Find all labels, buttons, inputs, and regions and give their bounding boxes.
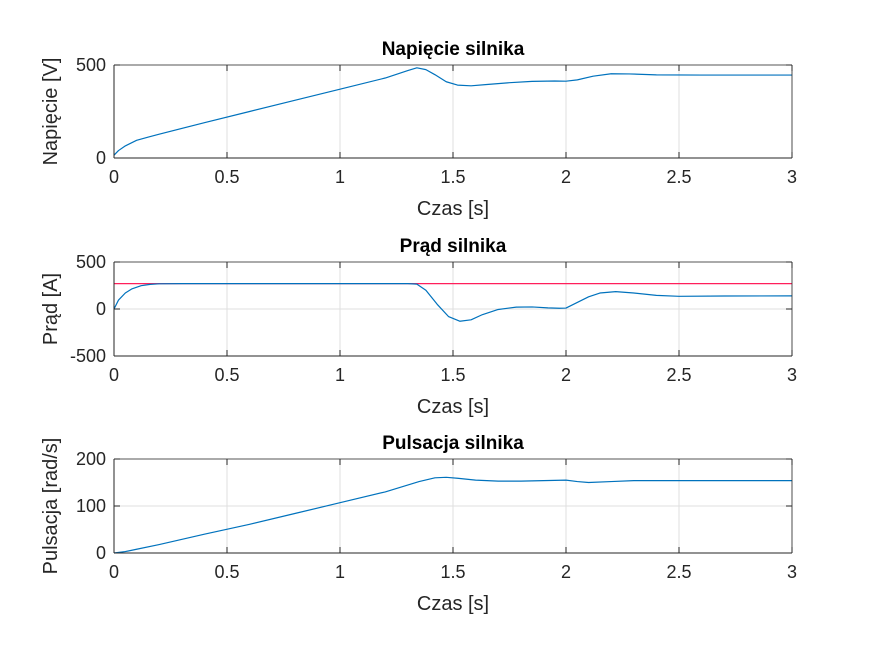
x-tick-label: 2.5 (666, 167, 691, 187)
chart-title: Napięcie silnika (382, 39, 525, 60)
x-tick-label: 1.5 (440, 562, 465, 582)
x-tick-label: 3 (787, 365, 797, 385)
x-tick-label: 0 (109, 562, 119, 582)
x-tick-label: 0.5 (214, 562, 239, 582)
x-tick-label: 1.5 (440, 365, 465, 385)
chart-title: Prąd silnika (400, 236, 507, 257)
x-axis-label: Czas [s] (417, 396, 489, 418)
x-tick-label: 2 (561, 167, 571, 187)
x-tick-label: 3 (787, 562, 797, 582)
x-tick-label: 0.5 (214, 167, 239, 187)
y-tick-label: 500 (76, 55, 106, 75)
x-tick-label: 1 (335, 167, 345, 187)
x-tick-label: 1 (335, 365, 345, 385)
x-tick-label: 0.5 (214, 365, 239, 385)
y-tick-label: -500 (70, 346, 106, 366)
x-axis-label: Czas [s] (417, 593, 489, 615)
y-tick-label: 0 (96, 299, 106, 319)
series-line-2 (113, 283, 793, 322)
series-line-1 (113, 67, 792, 156)
x-tick-label: 2 (561, 365, 571, 385)
x-axis-label: Czas [s] (417, 198, 489, 220)
x-tick-label: 2 (561, 562, 571, 582)
series-line-1 (113, 476, 792, 554)
x-tick-label: 0 (109, 167, 119, 187)
y-tick-label: 100 (76, 496, 106, 516)
x-tick-label: 1.5 (440, 167, 465, 187)
x-tick-label: 1 (335, 562, 345, 582)
y-tick-label: 0 (96, 148, 106, 168)
y-axis-label: Prąd [A] (40, 273, 62, 345)
x-tick-label: 3 (787, 167, 797, 187)
subplot-1: 0 0.5 1 1.5 2 2.5 3 0 500 Napięcie silnika Czas [s… (40, 39, 797, 220)
x-tick-label: 2.5 (666, 562, 691, 582)
subplot-3: 0 0.5 1 1.5 2 2.5 3 0 100 200 Pulsacja silnika Czas… (40, 433, 797, 615)
x-tick-label: 2.5 (666, 365, 691, 385)
chart-title: Pulsacja silnika (382, 433, 524, 454)
y-tick-label: 500 (76, 252, 106, 272)
y-axis-label: Napięcie [V] (40, 58, 62, 166)
x-tick-label: 0 (109, 365, 119, 385)
y-tick-label: 200 (76, 449, 106, 469)
y-tick-label: 0 (96, 543, 106, 563)
y-axis-label: Pulsacja [rad/s] (40, 438, 62, 575)
